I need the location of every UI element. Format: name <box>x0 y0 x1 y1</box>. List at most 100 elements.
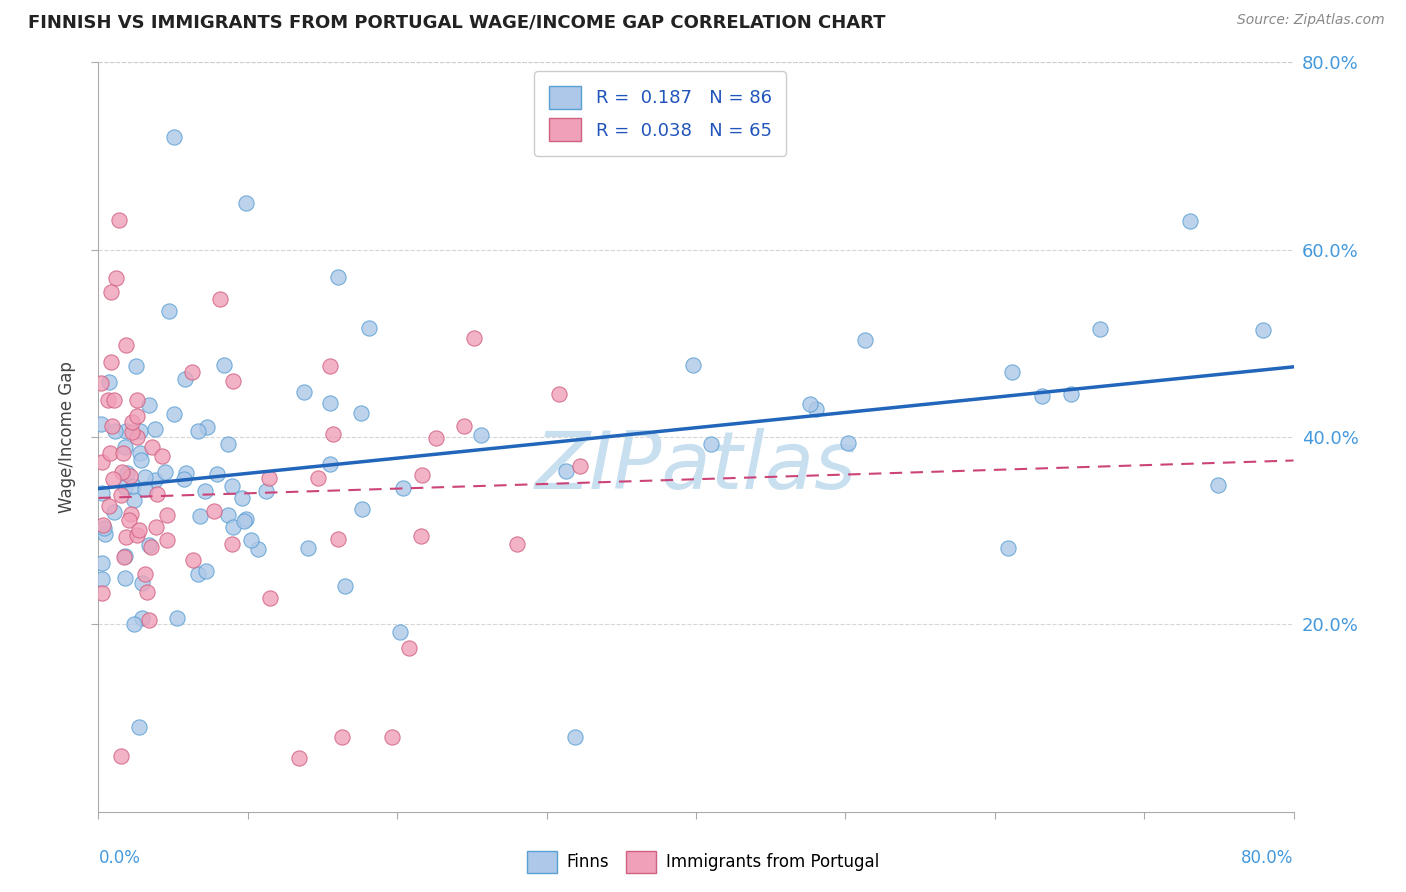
Point <box>114 549 136 563</box>
Point <box>110 488 132 502</box>
Point <box>235 195 257 210</box>
Point <box>103 506 125 520</box>
Point <box>134 469 156 483</box>
Point <box>326 270 349 285</box>
Point <box>125 392 148 407</box>
Point <box>138 399 160 413</box>
Point <box>98 446 121 460</box>
Point <box>112 550 135 565</box>
Point <box>131 576 153 591</box>
Point <box>853 334 876 348</box>
Point <box>103 472 125 486</box>
Legend: R =  0.187   N = 86, R =  0.038   N = 65: R = 0.187 N = 86, R = 0.038 N = 65 <box>534 71 786 156</box>
Point <box>131 611 153 625</box>
Point <box>231 491 253 506</box>
Point <box>202 503 225 517</box>
Point <box>91 572 114 586</box>
Point <box>129 425 152 439</box>
Point <box>145 520 167 534</box>
Point <box>333 579 356 593</box>
Point <box>259 591 281 605</box>
Point <box>392 481 415 495</box>
Point <box>127 430 149 444</box>
Point <box>239 533 262 548</box>
Point <box>221 478 243 492</box>
Point <box>1001 365 1024 379</box>
Point <box>91 518 114 533</box>
Point <box>180 365 202 379</box>
Point <box>799 397 821 411</box>
Point <box>120 507 142 521</box>
Point <box>143 473 166 487</box>
Point <box>221 537 243 551</box>
Point <box>470 428 492 442</box>
Point <box>111 465 134 479</box>
Point <box>125 528 148 542</box>
Point <box>247 541 270 556</box>
Point <box>121 415 143 429</box>
Point <box>141 440 163 454</box>
Point <box>359 321 381 335</box>
Y-axis label: Wage/Income Gap: Wage/Income Gap <box>58 361 76 513</box>
Point <box>114 480 136 494</box>
Point <box>193 483 215 498</box>
Point <box>221 375 243 389</box>
Point <box>425 431 447 445</box>
Point <box>212 358 235 372</box>
Point <box>128 523 150 537</box>
Point <box>187 424 209 438</box>
Text: Source: ZipAtlas.com: Source: ZipAtlas.com <box>1237 13 1385 28</box>
Point <box>1090 322 1112 336</box>
Point <box>100 285 122 300</box>
Point <box>138 539 160 553</box>
Point <box>122 492 145 507</box>
Point <box>110 748 132 763</box>
Point <box>121 425 143 439</box>
Point <box>163 130 186 145</box>
Point <box>129 446 152 460</box>
Point <box>134 482 156 496</box>
Point <box>117 513 139 527</box>
Point <box>190 509 212 524</box>
Text: ZIPatlas: ZIPatlas <box>534 428 858 506</box>
Point <box>156 508 179 523</box>
Point <box>409 529 432 543</box>
Point <box>115 466 138 480</box>
Point <box>254 483 277 498</box>
Point <box>153 465 176 479</box>
Point <box>297 541 319 555</box>
Point <box>222 520 245 534</box>
Point <box>682 358 704 372</box>
Point <box>997 541 1019 555</box>
Point <box>319 457 342 471</box>
Point <box>163 408 186 422</box>
Point <box>217 437 239 451</box>
Point <box>157 304 180 318</box>
Point <box>100 355 122 369</box>
Point <box>217 508 239 523</box>
Point <box>555 464 578 478</box>
Point <box>257 471 280 485</box>
Point <box>181 553 204 567</box>
Point <box>187 566 209 581</box>
Point <box>93 521 115 535</box>
Point <box>100 418 122 433</box>
Point <box>97 499 120 513</box>
Point <box>195 564 218 578</box>
Point <box>349 406 371 420</box>
Point <box>235 511 257 525</box>
Point <box>398 640 420 655</box>
Point <box>134 567 156 582</box>
Point <box>564 730 586 744</box>
Point <box>115 337 138 351</box>
Point <box>98 376 121 390</box>
Point <box>129 452 152 467</box>
Point <box>104 271 127 285</box>
Point <box>837 436 859 450</box>
Point <box>108 213 131 227</box>
Text: FINNISH VS IMMIGRANTS FROM PORTUGAL WAGE/INCOME GAP CORRELATION CHART: FINNISH VS IMMIGRANTS FROM PORTUGAL WAGE… <box>28 13 886 31</box>
Point <box>91 455 114 469</box>
Text: 0.0%: 0.0% <box>98 849 141 867</box>
Point <box>115 530 138 544</box>
Point <box>568 458 591 473</box>
